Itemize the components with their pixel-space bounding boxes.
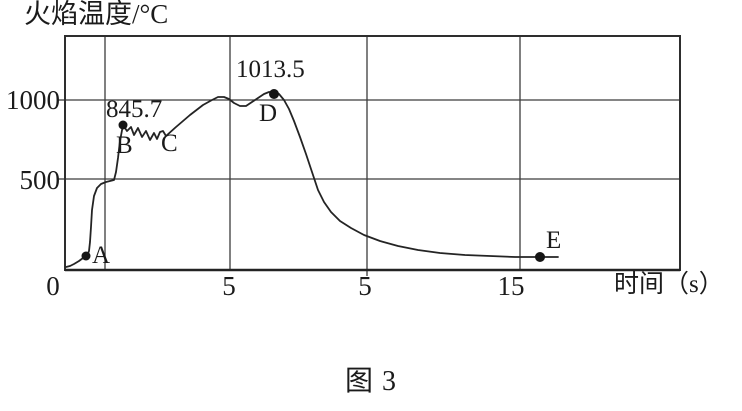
point-label-e: E	[546, 227, 562, 254]
point-marker-a	[81, 251, 91, 261]
y-tick-label-500: 500	[19, 165, 61, 195]
point-label-a: A	[92, 242, 111, 269]
point-label-d: D	[259, 100, 278, 127]
x-tick-label-0: 0	[46, 271, 60, 301]
x-tick-label-5-first: 5	[222, 271, 236, 301]
y-tick-label-1000: 1000	[6, 85, 60, 115]
x-axis-title: 时间（s）	[614, 271, 724, 298]
point-marker-e	[535, 252, 545, 262]
x-tick-label-5-second: 5	[358, 271, 372, 301]
point-label-c: C	[161, 130, 178, 157]
point-marker-d	[269, 89, 279, 99]
point-label-b: B	[116, 132, 133, 159]
y-axis-title: 火焰温度/°C	[24, 0, 169, 29]
temperature-curve	[65, 91, 559, 268]
annotation-value-845-7: 845.7	[106, 96, 163, 123]
point-marker-b	[118, 120, 128, 130]
x-tick-label-15: 15	[497, 271, 525, 301]
figure-caption: 图 3	[344, 366, 397, 397]
annotation-value-1013-5: 1013.5	[236, 56, 305, 83]
plot-border	[64, 35, 681, 271]
